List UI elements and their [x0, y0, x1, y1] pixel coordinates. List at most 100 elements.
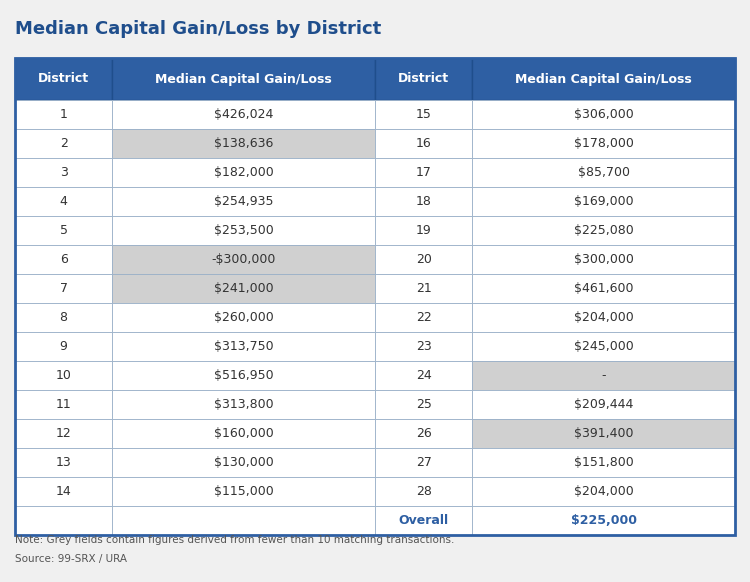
Text: $115,000: $115,000: [214, 485, 274, 498]
Text: 10: 10: [56, 369, 71, 382]
Text: District: District: [398, 73, 449, 86]
Bar: [15, 129, 112, 158]
Bar: [112, 187, 375, 216]
Text: 21: 21: [416, 282, 431, 295]
Text: $254,935: $254,935: [214, 195, 273, 208]
Text: $461,600: $461,600: [574, 282, 633, 295]
Text: $241,000: $241,000: [214, 282, 274, 295]
Bar: [15, 361, 112, 390]
Bar: [15, 419, 112, 448]
Bar: [15, 303, 112, 332]
Bar: [15, 245, 112, 274]
Bar: [375, 216, 472, 245]
Text: 13: 13: [56, 456, 71, 469]
Bar: [375, 129, 472, 158]
Text: $204,000: $204,000: [574, 311, 634, 324]
Bar: [472, 129, 735, 158]
Bar: [112, 100, 375, 129]
Text: 1: 1: [60, 108, 68, 121]
Text: $204,000: $204,000: [574, 485, 634, 498]
Bar: [375, 390, 472, 419]
Bar: [472, 158, 735, 187]
Text: 8: 8: [59, 311, 68, 324]
Text: 12: 12: [56, 427, 71, 440]
Bar: [112, 506, 375, 535]
Bar: [375, 58, 472, 100]
Text: -: -: [602, 369, 606, 382]
Text: $160,000: $160,000: [214, 427, 274, 440]
Bar: [112, 158, 375, 187]
Text: $151,800: $151,800: [574, 456, 634, 469]
Bar: [15, 158, 112, 187]
Bar: [375, 303, 472, 332]
Text: 22: 22: [416, 311, 431, 324]
Text: Median Capital Gain/Loss: Median Capital Gain/Loss: [155, 73, 332, 86]
Bar: [112, 58, 375, 100]
Text: $516,950: $516,950: [214, 369, 274, 382]
Text: $313,750: $313,750: [214, 340, 274, 353]
Bar: [112, 448, 375, 477]
Bar: [15, 274, 112, 303]
Text: $225,000: $225,000: [571, 514, 637, 527]
Bar: [472, 506, 735, 535]
Bar: [472, 100, 735, 129]
Text: 2: 2: [60, 137, 68, 150]
Bar: [375, 274, 472, 303]
Bar: [472, 361, 735, 390]
Bar: [375, 506, 472, 535]
Text: $391,400: $391,400: [574, 427, 633, 440]
Bar: [375, 419, 472, 448]
Bar: [375, 332, 472, 361]
Text: 5: 5: [59, 224, 68, 237]
Bar: [15, 332, 112, 361]
Text: $225,080: $225,080: [574, 224, 634, 237]
Text: 25: 25: [416, 398, 431, 411]
Text: $300,000: $300,000: [574, 253, 634, 266]
Bar: [375, 100, 472, 129]
Bar: [375, 448, 472, 477]
Text: $245,000: $245,000: [574, 340, 634, 353]
Text: 27: 27: [416, 456, 431, 469]
Bar: [112, 303, 375, 332]
Text: 19: 19: [416, 224, 431, 237]
Bar: [472, 448, 735, 477]
Bar: [472, 58, 735, 100]
Bar: [15, 477, 112, 506]
Bar: [375, 361, 472, 390]
Text: 4: 4: [60, 195, 68, 208]
Text: 7: 7: [59, 282, 68, 295]
Text: 24: 24: [416, 369, 431, 382]
Text: 20: 20: [416, 253, 431, 266]
Text: $182,000: $182,000: [214, 166, 274, 179]
Bar: [112, 245, 375, 274]
Bar: [112, 332, 375, 361]
Bar: [15, 187, 112, 216]
Text: 16: 16: [416, 137, 431, 150]
Bar: [112, 477, 375, 506]
Bar: [472, 477, 735, 506]
Text: 15: 15: [416, 108, 431, 121]
Bar: [15, 506, 112, 535]
Bar: [472, 187, 735, 216]
Text: Source: 99-SRX / URA: Source: 99-SRX / URA: [15, 554, 127, 564]
Text: -$300,000: -$300,000: [211, 253, 276, 266]
Bar: [15, 390, 112, 419]
Bar: [15, 58, 735, 535]
Text: 11: 11: [56, 398, 71, 411]
Text: District: District: [38, 73, 89, 86]
Text: 6: 6: [60, 253, 68, 266]
Text: $306,000: $306,000: [574, 108, 634, 121]
Text: 18: 18: [416, 195, 431, 208]
Bar: [375, 158, 472, 187]
Bar: [375, 187, 472, 216]
Bar: [112, 361, 375, 390]
Bar: [472, 303, 735, 332]
Bar: [472, 216, 735, 245]
Bar: [112, 419, 375, 448]
Text: 9: 9: [60, 340, 68, 353]
Text: $85,700: $85,700: [578, 166, 629, 179]
Text: $426,024: $426,024: [214, 108, 273, 121]
Text: Overall: Overall: [398, 514, 448, 527]
Text: 28: 28: [416, 485, 431, 498]
Bar: [15, 100, 112, 129]
